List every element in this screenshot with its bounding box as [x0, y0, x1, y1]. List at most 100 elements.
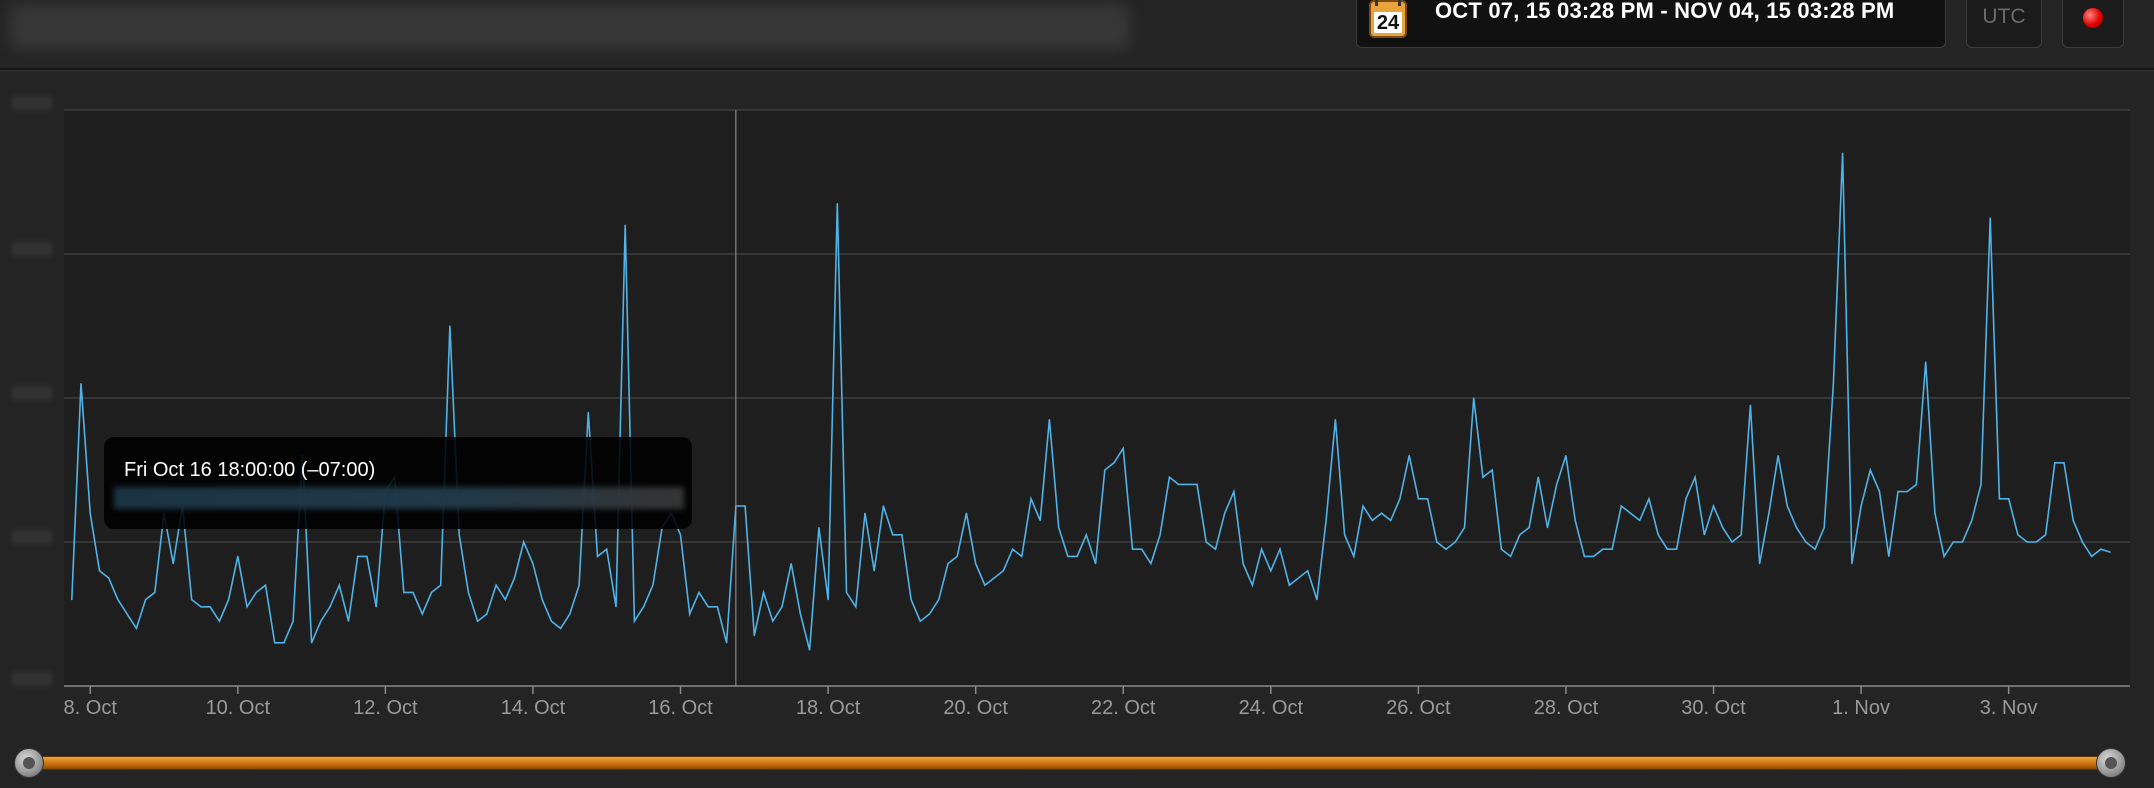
data-point [1648, 498, 1650, 500]
data-point [2063, 462, 2065, 464]
data-point [596, 555, 599, 558]
data-point [1639, 519, 1641, 522]
data-point [1869, 469, 1871, 471]
data-point [449, 325, 451, 327]
data-point [1048, 419, 1050, 421]
x-tick-label: 10. Oct [206, 697, 271, 719]
data-point [1076, 555, 1078, 558]
live-record-button[interactable] [2062, 0, 2124, 48]
x-tick-label: 3. Nov [1980, 697, 2038, 719]
data-point [550, 620, 553, 622]
data-point [1971, 519, 1973, 522]
data-point [587, 411, 589, 413]
timezone-toggle-button[interactable]: UTC [1966, 0, 2042, 48]
data-point [1307, 570, 1309, 572]
data-point [71, 599, 73, 601]
data-point [108, 577, 110, 579]
data-point [1740, 534, 1742, 536]
data-point [375, 606, 377, 608]
data-point [89, 512, 91, 514]
data-point [1629, 512, 1632, 514]
data-point [956, 555, 958, 558]
data-point [1159, 534, 1161, 536]
data-point [1537, 476, 1539, 478]
data-point [1851, 563, 1853, 565]
data-point [698, 591, 700, 594]
data-point [1934, 512, 1936, 514]
data-point [1657, 534, 1659, 536]
data-point [1288, 584, 1290, 586]
data-point [1463, 527, 1466, 529]
data-point [412, 591, 414, 594]
data-point [228, 599, 230, 601]
data-point [218, 620, 220, 622]
data-point [274, 642, 276, 644]
data-point [569, 613, 571, 615]
data-point [1795, 527, 1798, 529]
data-point [1104, 469, 1106, 471]
data-point [827, 599, 829, 601]
data-point [1242, 563, 1244, 565]
top-bar: 24 OCT 07, 15 03:28 PM - NOV 04, 15 03:2… [0, 0, 2154, 68]
data-point [1565, 455, 1567, 457]
data-point [772, 620, 774, 622]
data-point [1380, 512, 1383, 514]
slider-handle-right[interactable] [2096, 748, 2126, 778]
data-point [744, 505, 746, 507]
data-point [2045, 534, 2047, 536]
data-point [882, 505, 885, 507]
data-point [892, 534, 894, 536]
data-point [458, 534, 460, 536]
data-point [1620, 505, 1622, 507]
data-point [338, 584, 340, 586]
data-point [1371, 519, 1373, 522]
slider-handle-left[interactable] [14, 748, 44, 778]
data-point [532, 563, 534, 565]
data-point [1390, 519, 1392, 522]
data-point [135, 627, 137, 630]
x-tick-label: 22. Oct [1091, 697, 1156, 719]
data-point [347, 620, 350, 622]
data-point [707, 606, 709, 608]
data-point [1897, 491, 1899, 493]
calendar-icon[interactable]: 24 [1369, 0, 1407, 38]
data-point [864, 512, 866, 514]
data-point [1233, 491, 1235, 493]
data-point [246, 606, 248, 608]
data-point [762, 591, 765, 594]
data-point [1214, 548, 1217, 550]
data-point [1556, 483, 1558, 485]
data-point [624, 224, 626, 226]
data-point [1842, 152, 1844, 154]
data-point [237, 555, 239, 558]
data-point [1952, 541, 1954, 543]
time-range-slider[interactable] [28, 756, 2114, 770]
data-point [984, 584, 986, 586]
data-point [2017, 534, 2019, 536]
data-point [1353, 555, 1355, 558]
data-point [477, 620, 479, 622]
data-point [1122, 447, 1124, 449]
data-point [1316, 599, 1318, 601]
data-point [1712, 505, 1715, 507]
data-point [1961, 541, 1964, 543]
data-point [1113, 462, 1115, 464]
data-point [1878, 491, 1881, 493]
data-point [1583, 555, 1585, 558]
data-point [1058, 527, 1060, 529]
data-point [1168, 476, 1170, 478]
data-point [1178, 483, 1180, 485]
data-point [1574, 519, 1576, 522]
data-point [1703, 534, 1705, 536]
data-point [1473, 397, 1475, 399]
data-point [910, 599, 912, 601]
data-point [366, 555, 368, 558]
data-point [283, 642, 285, 644]
data-point [421, 613, 423, 615]
data-point [1528, 527, 1530, 529]
line-chart[interactable]: 8. Oct 10. Oct 12. Oct 14. Oct 16. Oct 18. Oc… [0, 0, 2154, 740]
data-point [2026, 541, 2028, 543]
data-point [1141, 548, 1143, 550]
data-point [80, 383, 82, 385]
date-range-picker[interactable]: 24 OCT 07, 15 03:28 PM - NOV 04, 15 03:2… [1356, 0, 1946, 48]
